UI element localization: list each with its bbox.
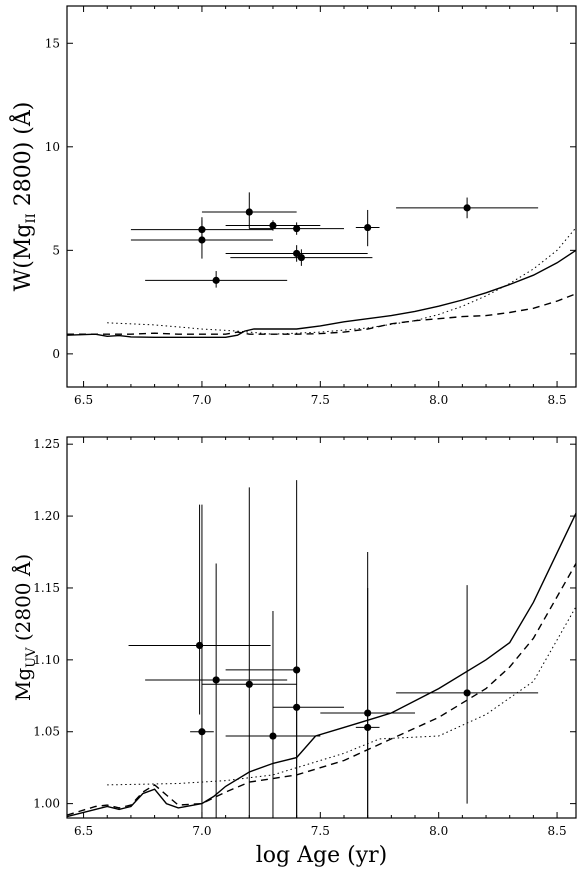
data-point: [364, 723, 372, 732]
y-tick-label: 1.10: [33, 653, 60, 667]
data-point: [463, 204, 471, 212]
data-point: [245, 680, 253, 688]
y-axis-label-prefix: Mg: [11, 668, 35, 701]
model-curves: [67, 227, 576, 338]
y-axis-label-mid: (2800: [11, 576, 35, 647]
data-point: [269, 732, 277, 740]
y-tick-label: 15: [45, 36, 60, 50]
model-curves: [67, 512, 576, 818]
x-tick-label: 6.5: [74, 393, 93, 407]
x-tick-label: 8.5: [548, 393, 567, 407]
data-point: [269, 221, 277, 230]
y-axis-label-suffix: ): [11, 102, 36, 111]
y-axis-label-suffix: ): [11, 554, 35, 562]
plot-frame: [66, 436, 577, 819]
data-point: [297, 253, 305, 262]
data-point: [198, 236, 206, 244]
y-axis-label-unit: Å: [8, 109, 36, 127]
model-curve-dotted: [107, 227, 576, 335]
model-curve-dashed: [67, 293, 576, 335]
y-tick-label: 1.20: [33, 509, 60, 523]
y-axis-label: W(MgII 2800) (Å): [8, 102, 39, 292]
x-tick-label: 7.0: [192, 393, 211, 407]
y-tick-label: 5: [52, 243, 60, 257]
data-point: [195, 641, 204, 650]
data-point: [212, 276, 220, 284]
y-tick-label: 1.15: [33, 581, 60, 595]
x-tick-label: 7.0: [192, 824, 211, 838]
data-point: [293, 703, 301, 711]
y-axis-label-subscript: II: [24, 213, 39, 223]
plot-frame: [66, 5, 577, 388]
bottom-panel-mguv-index: 6.5 7.0 7.5 8.0 8.5 1.00 1.05 1.10 1.15 1.20 1.25 M…: [10, 436, 577, 868]
y-tick-label: 1.25: [33, 437, 60, 451]
x-tick-label: 7.5: [311, 824, 330, 838]
top-panel-mgii-equivalent-width: 6.5 7.0 7.5 8.0 8.5 0 5 10 15 W(MgII 2800) (Å): [8, 5, 577, 407]
data-point: [212, 676, 220, 684]
x-tick-label: 6.5: [74, 824, 93, 838]
data-point: [364, 223, 372, 232]
y-axis-label: MgUV (2800 Å): [10, 554, 39, 701]
data-point: [198, 728, 206, 736]
y-tick-label: 0: [52, 347, 60, 361]
y-tick-label: 1.05: [33, 725, 60, 739]
data-points: [128, 480, 539, 818]
model-curve-solid: [67, 512, 576, 818]
data-point: [293, 249, 301, 258]
data-point: [293, 666, 301, 674]
y-axis-label-unit: Å: [10, 561, 35, 577]
model-curve-dashed: [67, 563, 576, 816]
y-tick-label: 10: [45, 140, 60, 154]
x-tick-label: 8.0: [429, 393, 448, 407]
model-curve-solid: [67, 249, 576, 338]
y-axis-label-prefix: W(Mg: [11, 224, 36, 292]
y-axis-label-mid: 2800) (: [11, 126, 36, 213]
model-curve-dotted: [107, 606, 576, 786]
y-tick-label: 1.00: [33, 797, 60, 811]
data-point: [245, 208, 253, 216]
data-point: [463, 689, 471, 697]
y-axis-label-subscript: UV: [24, 647, 39, 668]
data-points: [130, 192, 539, 288]
x-axis-label: log Age (yr): [256, 843, 387, 868]
x-tick-label: 7.5: [311, 393, 330, 407]
x-tick-label: 8.5: [548, 824, 567, 838]
data-point: [293, 224, 301, 233]
x-tick-label: 8.0: [429, 824, 448, 838]
